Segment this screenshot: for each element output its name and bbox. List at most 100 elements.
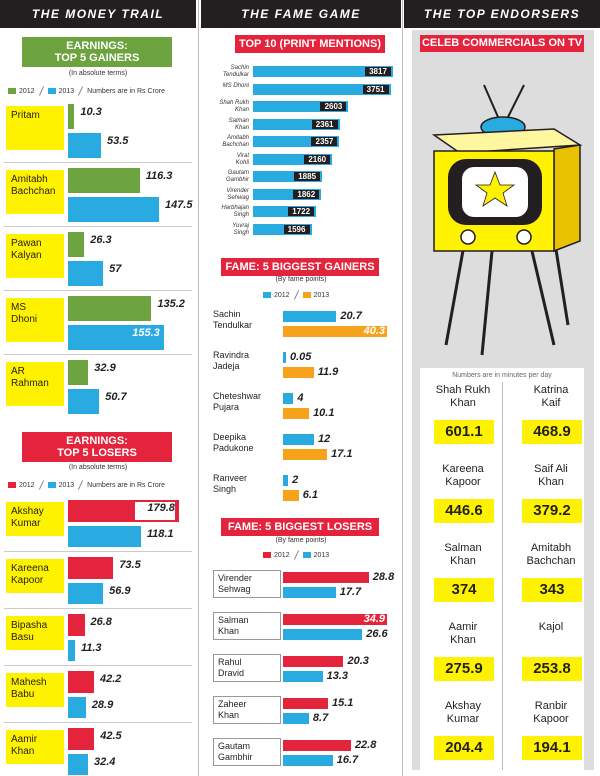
- row-label-line: Sachin: [230, 65, 249, 71]
- mention-value: 1862: [293, 189, 320, 199]
- value-label: 28.8: [372, 571, 395, 583]
- value-label: 10.3: [80, 106, 102, 118]
- row-label-line: Virat: [236, 152, 249, 159]
- legend-label-2013: 2013: [58, 481, 75, 489]
- value-label: 135.2: [157, 298, 185, 310]
- celeb-minutes: 253.8: [522, 657, 582, 681]
- row-label: Ranveer Singh: [213, 473, 279, 495]
- row-label-line: Padukone: [213, 443, 254, 453]
- legend-label-2013: 2013: [58, 87, 75, 95]
- star-icon: [474, 170, 516, 207]
- bar-2012: [283, 475, 289, 486]
- bar-2013: [283, 755, 333, 766]
- value-label: 11.9: [317, 366, 339, 378]
- celeb-name: Saif Ali Khan: [516, 463, 586, 489]
- fame-gainers-legend: 2012 2013: [263, 290, 329, 300]
- mention-bar: [253, 188, 322, 200]
- row-label-line: Singh: [233, 229, 249, 236]
- value-label: 53.5: [106, 135, 129, 147]
- value-label: 147.5: [164, 199, 193, 211]
- celeb-minutes: 343: [522, 578, 582, 602]
- celeb-name: Salman Khan: [428, 542, 498, 568]
- mention-value: 3751: [362, 84, 389, 94]
- row-label-line: Cheteshwar: [213, 391, 262, 401]
- value-label: 26.6: [366, 628, 388, 640]
- bar-2013: [283, 408, 310, 419]
- row-label: AR Rahman: [6, 362, 64, 406]
- row-label: Gautam Gambhir: [203, 170, 249, 184]
- row-label: Sachin Tendulkar: [203, 65, 249, 79]
- row-label-line: Kumar: [11, 518, 41, 529]
- money-trail-column: THE MONEY TRAIL EARNINGS: TOP 5 GAINERS …: [0, 0, 196, 776]
- celeb-name-line: Kapoor: [445, 476, 481, 488]
- value-label: 4: [297, 392, 304, 404]
- mention-value: 2160: [304, 154, 331, 164]
- row-label-line: Ravindra: [213, 350, 250, 360]
- bar-2013: [283, 629, 363, 640]
- bar-2013: [68, 197, 159, 222]
- bar-2012: [283, 572, 369, 583]
- value-label: 10.1: [313, 407, 335, 419]
- celeb-minutes: 601.1: [434, 420, 494, 444]
- value-label: 155.3: [132, 327, 160, 339]
- legend-swatch-2013: [47, 88, 56, 94]
- row-label-line: Khan: [11, 746, 35, 757]
- bar-2013: [283, 587, 336, 598]
- row-label-line: Bachchan: [222, 142, 249, 148]
- bar-2013: [283, 713, 309, 724]
- row-label-line: Sachin: [213, 309, 241, 319]
- bar-2012: [283, 740, 351, 751]
- value-box: [134, 502, 175, 520]
- mention-bar: [253, 101, 349, 112]
- row-label-line: Amitabh: [11, 174, 48, 185]
- row-label: Yuvraj Singh: [203, 223, 249, 237]
- mention-bar: [253, 136, 340, 147]
- celeb-name: Kajol: [516, 621, 586, 634]
- value-label: 50.7: [105, 391, 127, 403]
- mention-value: 2357: [311, 137, 338, 146]
- value-label: 17.1: [331, 448, 353, 460]
- losers-title-ribbon: EARNINGS: TOP 5 LOSERS: [22, 432, 172, 462]
- bar-2013: [68, 582, 104, 604]
- row-label: Bipasha Basu: [6, 616, 64, 650]
- row-label: Cheteshwar Pujara: [213, 391, 279, 413]
- bar-2013: [283, 490, 299, 501]
- mention-value: 1596: [283, 224, 310, 234]
- row-label-line: Tendulkar: [222, 72, 249, 78]
- bar-2012: [283, 393, 294, 404]
- bar-2012: [283, 698, 328, 709]
- mention-bar: [253, 206, 317, 217]
- row-divider: [4, 722, 192, 723]
- legend-label-2012: 2012: [19, 87, 35, 95]
- row-label-line: Dhoni: [11, 314, 38, 325]
- fame-game-header: THE FAME GAME: [201, 0, 401, 28]
- row-label: MS Dhoni: [203, 83, 249, 90]
- row-label-line: Jadeja: [213, 361, 240, 371]
- row-label-line: Ranveer: [213, 473, 248, 483]
- legend-swatch-2013: [302, 552, 311, 558]
- row-label: Harbhajan Singh: [203, 205, 249, 219]
- value-label: 26.3: [90, 234, 112, 246]
- row-label-line: MS Dhoni: [222, 82, 249, 89]
- fame-losers-subtitle: (By fame points): [275, 537, 327, 544]
- money-trail-header: THE MONEY TRAIL: [0, 0, 196, 28]
- row-label-line: Bachchan: [11, 186, 56, 197]
- row-divider: [4, 162, 192, 163]
- celeb-name-line: Ranbir: [534, 700, 568, 712]
- value-label: 34.9: [363, 613, 385, 625]
- row-label: Amitabh Bachchan: [6, 170, 64, 214]
- losers-title-line1: EARNINGS:: [66, 435, 128, 447]
- value-label: 40.3: [363, 325, 385, 337]
- row-label-line: Tendulkar: [213, 320, 253, 330]
- mention-value: 3817: [365, 67, 391, 76]
- row-label: Rahul Dravid: [213, 654, 281, 682]
- bar-2012: [283, 434, 314, 445]
- row-label-line: Amitabh: [226, 135, 249, 141]
- celeb-name-line: Shah Rukh: [435, 384, 491, 396]
- row-label-line: Kohli: [235, 159, 249, 166]
- bar-2012: [68, 296, 152, 321]
- celeb-name-line: Kumar: [446, 713, 480, 725]
- mention-bar: [253, 118, 340, 130]
- value-label: 6.1: [302, 489, 319, 501]
- bar-2012: [68, 728, 95, 750]
